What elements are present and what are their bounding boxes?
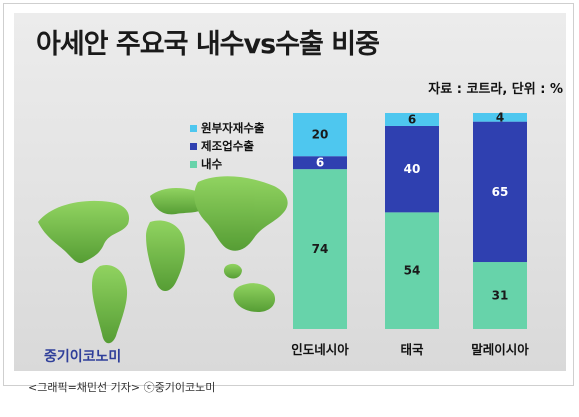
legend-item-domestic: 내수	[190, 156, 300, 172]
bar-thailand-domestic	[385, 212, 439, 329]
legend-label-domestic: 내수	[201, 157, 223, 171]
category-label-indonesia: 인도네시아	[291, 342, 349, 357]
bar-malaysia-raw-material-export	[473, 113, 527, 122]
category-label-malaysia: 말레이시아	[471, 342, 529, 357]
legend-item-raw-material-export: 원부자재수출	[190, 120, 300, 136]
bar-thailand-manufacturing-export	[385, 125, 439, 213]
data-label-malaysia-raw-material-export: 4	[496, 110, 504, 124]
legend-label-manufacturing-export: 제조업수출	[201, 139, 254, 153]
bar-malaysia-domestic	[473, 262, 527, 329]
data-label-malaysia-domestic: 31	[492, 289, 509, 303]
data-label-indonesia-domestic: 74	[312, 242, 329, 256]
legend-swatch-domestic	[190, 160, 197, 168]
data-label-thailand-manufacturing-export: 40	[404, 162, 421, 176]
data-label-thailand-domestic: 54	[404, 264, 421, 278]
category-label-thailand: 태국	[400, 342, 424, 357]
bar-indonesia-domestic	[293, 169, 347, 329]
chart-title: 아세안 주요국 내수vs수출 비중	[36, 29, 380, 60]
chart-subtitle: 자료 : 코트라, 단위 : %	[428, 82, 563, 97]
legend-swatch-raw-material-export	[190, 124, 197, 132]
image-caption: <그래픽=채민선 기자> ⓒ중기이코노미	[28, 381, 216, 394]
brand-logo-text: 중기이코노미	[44, 349, 122, 365]
bar-malaysia-manufacturing-export	[473, 121, 527, 263]
data-label-indonesia-raw-material-export: 20	[312, 128, 329, 142]
bar-indonesia-manufacturing-export	[293, 156, 347, 170]
bar-thailand-raw-material-export	[385, 113, 439, 126]
chart-legend: 원부자재수출 제조업수출 내수	[190, 120, 300, 180]
legend-label-raw-material-export: 원부자재수출	[201, 121, 265, 135]
data-label-thailand-raw-material-export: 6	[408, 112, 416, 126]
data-label-indonesia-manufacturing-export: 6	[316, 156, 324, 170]
bar-indonesia-raw-material-export	[293, 113, 347, 157]
legend-item-manufacturing-export: 제조업수출	[190, 138, 300, 154]
legend-swatch-manufacturing-export	[190, 142, 197, 150]
data-label-malaysia-manufacturing-export: 65	[492, 185, 509, 199]
